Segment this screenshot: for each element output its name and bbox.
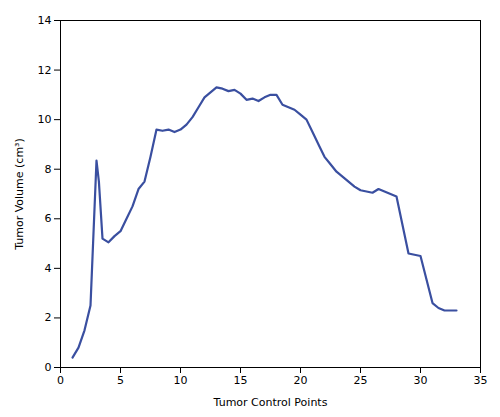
svg-text:5: 5 — [117, 374, 124, 387]
svg-text:8: 8 — [45, 163, 52, 176]
svg-text:4: 4 — [45, 262, 52, 275]
svg-text:25: 25 — [354, 374, 368, 387]
svg-text:14: 14 — [38, 14, 52, 27]
svg-text:15: 15 — [234, 374, 248, 387]
svg-text:12: 12 — [38, 64, 52, 77]
svg-text:0: 0 — [45, 361, 52, 374]
svg-text:0: 0 — [57, 374, 64, 387]
svg-text:6: 6 — [45, 212, 52, 225]
svg-text:10: 10 — [174, 374, 188, 387]
svg-text:20: 20 — [294, 374, 308, 387]
svg-text:10: 10 — [38, 113, 52, 126]
svg-text:Tumor Control Points: Tumor Control Points — [213, 396, 328, 409]
svg-text:30: 30 — [414, 374, 428, 387]
svg-text:Tumor Volume (cm³): Tumor Volume (cm³) — [13, 138, 26, 251]
svg-text:2: 2 — [45, 311, 52, 324]
svg-text:35: 35 — [474, 374, 488, 387]
